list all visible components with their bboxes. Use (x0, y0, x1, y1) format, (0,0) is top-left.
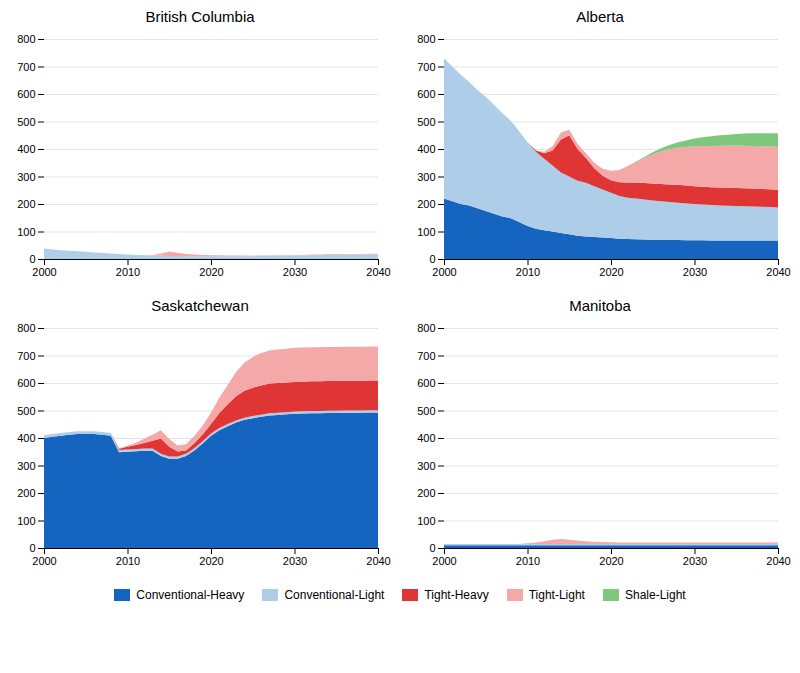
svg-text:2010: 2010 (516, 555, 540, 567)
svg-text:100: 100 (417, 226, 435, 238)
svg-text:500: 500 (417, 116, 435, 128)
svg-text:2040: 2040 (766, 555, 790, 567)
svg-text:300: 300 (17, 460, 35, 472)
svg-text:100: 100 (17, 226, 35, 238)
svg-text:600: 600 (17, 377, 35, 389)
svg-text:400: 400 (417, 432, 435, 444)
svg-text:800: 800 (417, 322, 435, 334)
svg-text:800: 800 (417, 33, 435, 45)
svg-text:2000: 2000 (432, 555, 456, 567)
html-text:Conventional-Light: Conventional-Light (284, 588, 385, 602)
svg-text:2000: 2000 (432, 266, 456, 278)
html-text:Manitoba: Manitoba (569, 297, 631, 314)
svg-text:200: 200 (17, 198, 35, 210)
svg-text:2020: 2020 (199, 266, 223, 278)
svg-text:400: 400 (417, 143, 435, 155)
svg-text:2010: 2010 (116, 555, 140, 567)
svg-text:700: 700 (17, 350, 35, 362)
svg-text:600: 600 (417, 88, 435, 100)
svg-text:700: 700 (17, 61, 35, 73)
html-text:Saskatchewan: Saskatchewan (151, 297, 249, 314)
html-text:British Columbia: British Columbia (145, 8, 255, 25)
svg-text:400: 400 (17, 143, 35, 155)
svg-text:200: 200 (417, 198, 435, 210)
html-text:Conventional-Heavy: Conventional-Heavy (136, 588, 245, 602)
svg-text:2040: 2040 (366, 555, 390, 567)
html-text:Tight-Light: Tight-Light (528, 588, 585, 602)
svg-text:500: 500 (417, 405, 435, 417)
svg-text:2010: 2010 (116, 266, 140, 278)
svg-text:700: 700 (417, 350, 435, 362)
svg-text:300: 300 (17, 171, 35, 183)
svg-text:600: 600 (17, 88, 35, 100)
svg-text:2040: 2040 (766, 266, 790, 278)
svg-text:2030: 2030 (683, 266, 707, 278)
svg-text:2040: 2040 (366, 266, 390, 278)
svg-text:500: 500 (17, 116, 35, 128)
html-text:Tight-Heavy: Tight-Heavy (424, 588, 489, 602)
svg-text:300: 300 (417, 460, 435, 472)
svg-text:0: 0 (29, 542, 35, 554)
svg-text:200: 200 (17, 487, 35, 499)
svg-text:2020: 2020 (599, 266, 623, 278)
svg-text:2000: 2000 (32, 555, 56, 567)
svg-text:0: 0 (29, 253, 35, 265)
svg-text:2000: 2000 (32, 266, 56, 278)
svg-text:100: 100 (17, 515, 35, 527)
html-text:Alberta: Alberta (576, 8, 624, 25)
svg-text:2010: 2010 (516, 266, 540, 278)
svg-text:800: 800 (17, 33, 35, 45)
svg-text:800: 800 (17, 322, 35, 334)
svg-text:700: 700 (417, 61, 435, 73)
svg-text:300: 300 (417, 171, 435, 183)
svg-text:200: 200 (417, 487, 435, 499)
svg-text:2030: 2030 (283, 555, 307, 567)
svg-text:500: 500 (17, 405, 35, 417)
svg-text:2020: 2020 (199, 555, 223, 567)
svg-text:2030: 2030 (283, 266, 307, 278)
svg-text:2030: 2030 (683, 555, 707, 567)
svg-text:2020: 2020 (599, 555, 623, 567)
svg-text:600: 600 (417, 377, 435, 389)
svg-text:0: 0 (429, 253, 435, 265)
svg-text:100: 100 (417, 515, 435, 527)
svg-text:0: 0 (429, 542, 435, 554)
html-text:Shale-Light: Shale-Light (625, 588, 686, 602)
svg-text:400: 400 (17, 432, 35, 444)
